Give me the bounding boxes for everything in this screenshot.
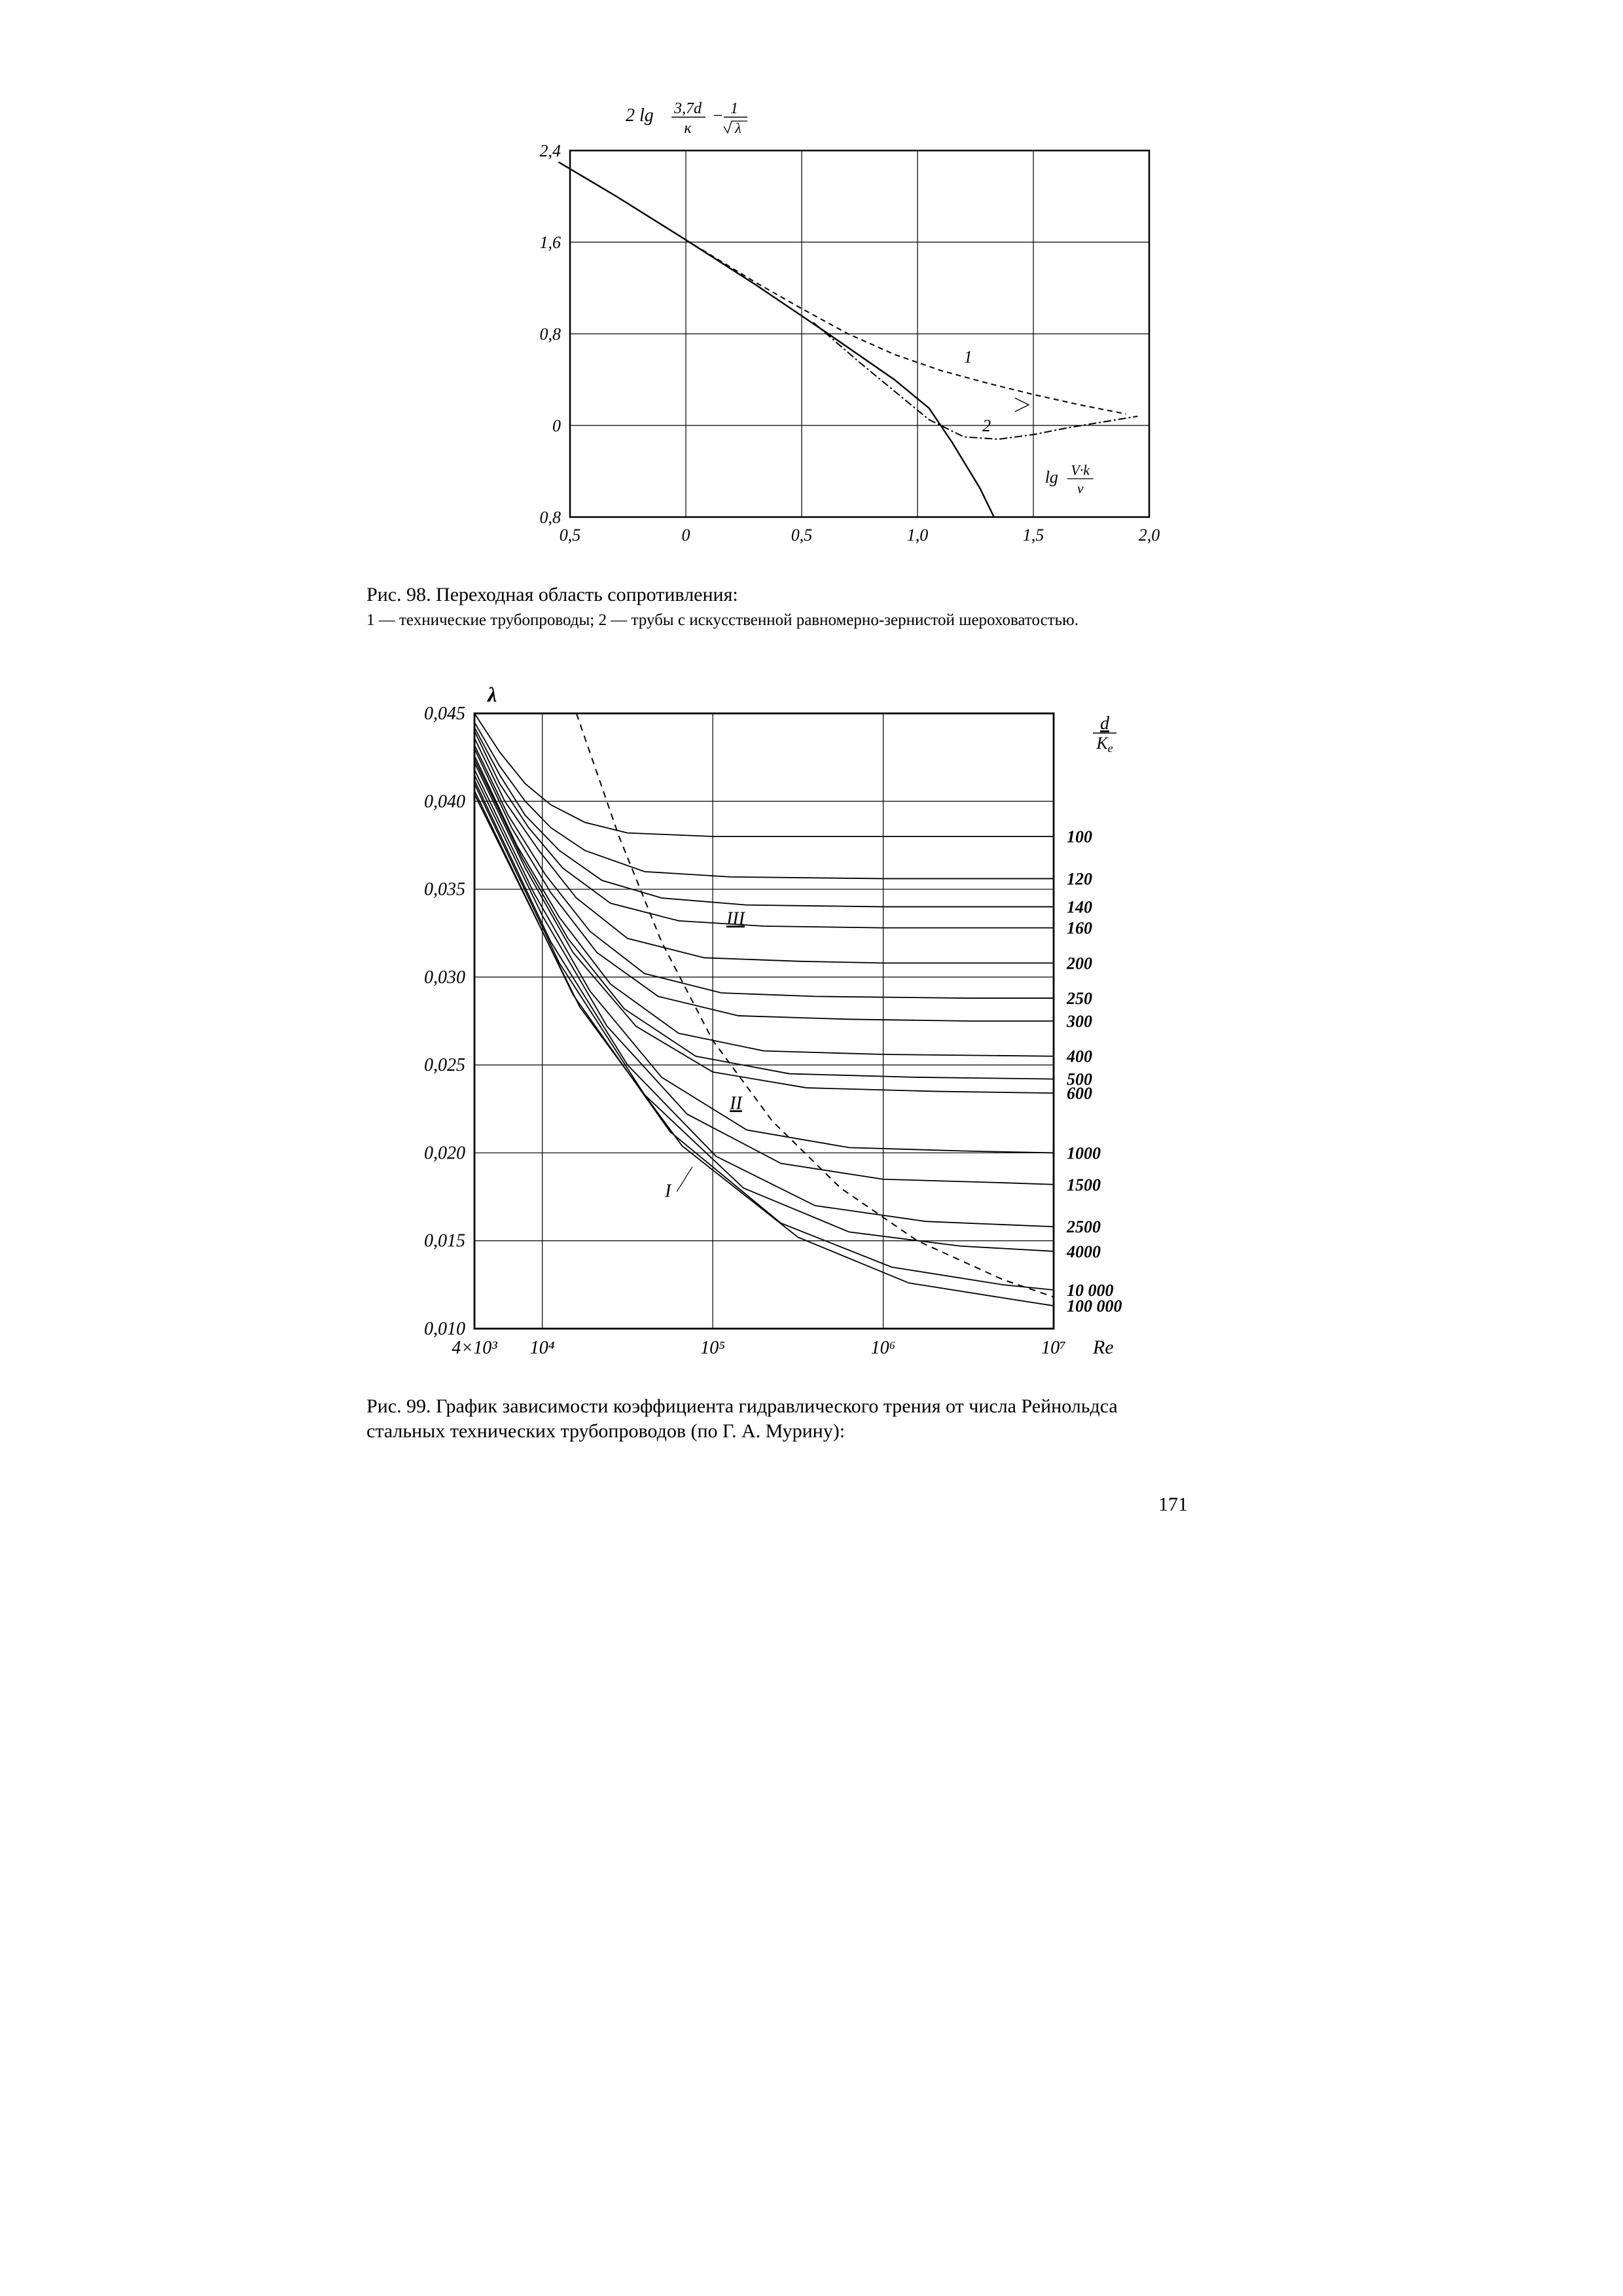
svg-text:2 lg: 2 lg [626, 105, 654, 126]
svg-text:V·k: V·k [1071, 462, 1090, 478]
fig98-container: 0,500,51,01,52,00,800,81,62,42 lg3,7dκ−1… [462, 82, 1175, 560]
svg-text:d: d [1100, 713, 1110, 734]
fig99-svg: 0,010 0,015 0,020 0,025 0,030 0,035 0,040 0,045… [366, 674, 1198, 1381]
svg-text:1000: 1000 [1067, 1143, 1101, 1162]
svg-text:0,015: 0,015 [424, 1231, 465, 1251]
svg-text:10⁷: 10⁷ [1041, 1338, 1066, 1358]
svg-text:10⁵: 10⁵ [700, 1338, 725, 1358]
svg-text:3,7d: 3,7d [673, 100, 702, 117]
svg-text:1: 1 [730, 100, 738, 117]
svg-text:I: I [664, 1181, 672, 1202]
svg-text:Re: Re [1092, 1336, 1114, 1358]
svg-text:160: 160 [1067, 919, 1092, 938]
svg-text:lg: lg [1045, 468, 1058, 487]
svg-text:0,030: 0,030 [424, 967, 465, 988]
svg-text:0: 0 [552, 416, 561, 435]
svg-text:1,6: 1,6 [540, 233, 562, 252]
svg-text:III: III [726, 908, 746, 929]
fig99-container: 0,010 0,015 0,020 0,025 0,030 0,035 0,040 0,045… [366, 674, 1198, 1381]
svg-text:1500: 1500 [1067, 1175, 1101, 1194]
svg-text:λ: λ [734, 120, 741, 136]
svg-text:0,035: 0,035 [424, 880, 465, 900]
svg-text:100 000: 100 000 [1067, 1297, 1122, 1316]
svg-text:II: II [729, 1093, 743, 1113]
fig98-svg: 0,500,51,01,52,00,800,81,62,42 lg3,7dκ−1… [462, 82, 1175, 560]
svg-text:250: 250 [1066, 989, 1092, 1008]
svg-text:0,040: 0,040 [424, 791, 465, 812]
page: 0,500,51,01,52,00,800,81,62,42 lg3,7dκ−1… [0, 0, 1623, 2296]
svg-text:ν: ν [1077, 480, 1084, 497]
svg-text:600: 600 [1067, 1084, 1092, 1103]
svg-text:2,0: 2,0 [1139, 526, 1160, 545]
svg-text:0,045: 0,045 [424, 704, 465, 724]
svg-text:Kе: Kе [1096, 734, 1113, 755]
page-number: 171 [1158, 1492, 1188, 1517]
svg-text:2,4: 2,4 [540, 141, 562, 160]
svg-text:1,5: 1,5 [1023, 526, 1044, 545]
svg-text:0: 0 [682, 526, 690, 545]
svg-text:2: 2 [982, 416, 991, 435]
svg-text:10⁶: 10⁶ [871, 1338, 896, 1358]
svg-text:120: 120 [1067, 869, 1092, 888]
svg-text:0,020: 0,020 [424, 1143, 465, 1163]
svg-text:2500: 2500 [1066, 1217, 1101, 1236]
svg-text:0,8: 0,8 [540, 508, 562, 527]
svg-text:λ: λ [486, 683, 497, 706]
svg-text:300: 300 [1066, 1012, 1092, 1031]
svg-text:0,010: 0,010 [424, 1319, 465, 1339]
fig98-caption-sub: 1 — технические трубопроводы; 2 — трубы … [366, 610, 1191, 630]
svg-text:100: 100 [1067, 827, 1092, 846]
svg-text:−: − [712, 106, 724, 125]
fig98-caption-title: Рис. 98. Переходная область сопротивлени… [366, 583, 1191, 607]
svg-text:1,0: 1,0 [907, 526, 929, 545]
svg-text:140: 140 [1067, 897, 1092, 916]
svg-text:1: 1 [964, 348, 972, 367]
svg-text:κ: κ [684, 120, 692, 137]
svg-text:0,5: 0,5 [560, 526, 581, 545]
svg-text:400: 400 [1066, 1047, 1092, 1066]
svg-text:10⁴: 10⁴ [530, 1338, 555, 1358]
svg-text:4×10³: 4×10³ [452, 1338, 497, 1358]
svg-text:200: 200 [1066, 954, 1092, 973]
fig99-caption: Рис. 99. График зависимости коэффициента… [366, 1394, 1171, 1443]
svg-text:0,8: 0,8 [540, 325, 562, 344]
svg-text:0,025: 0,025 [424, 1055, 465, 1075]
svg-text:4000: 4000 [1066, 1242, 1101, 1261]
svg-text:0,5: 0,5 [791, 526, 813, 545]
